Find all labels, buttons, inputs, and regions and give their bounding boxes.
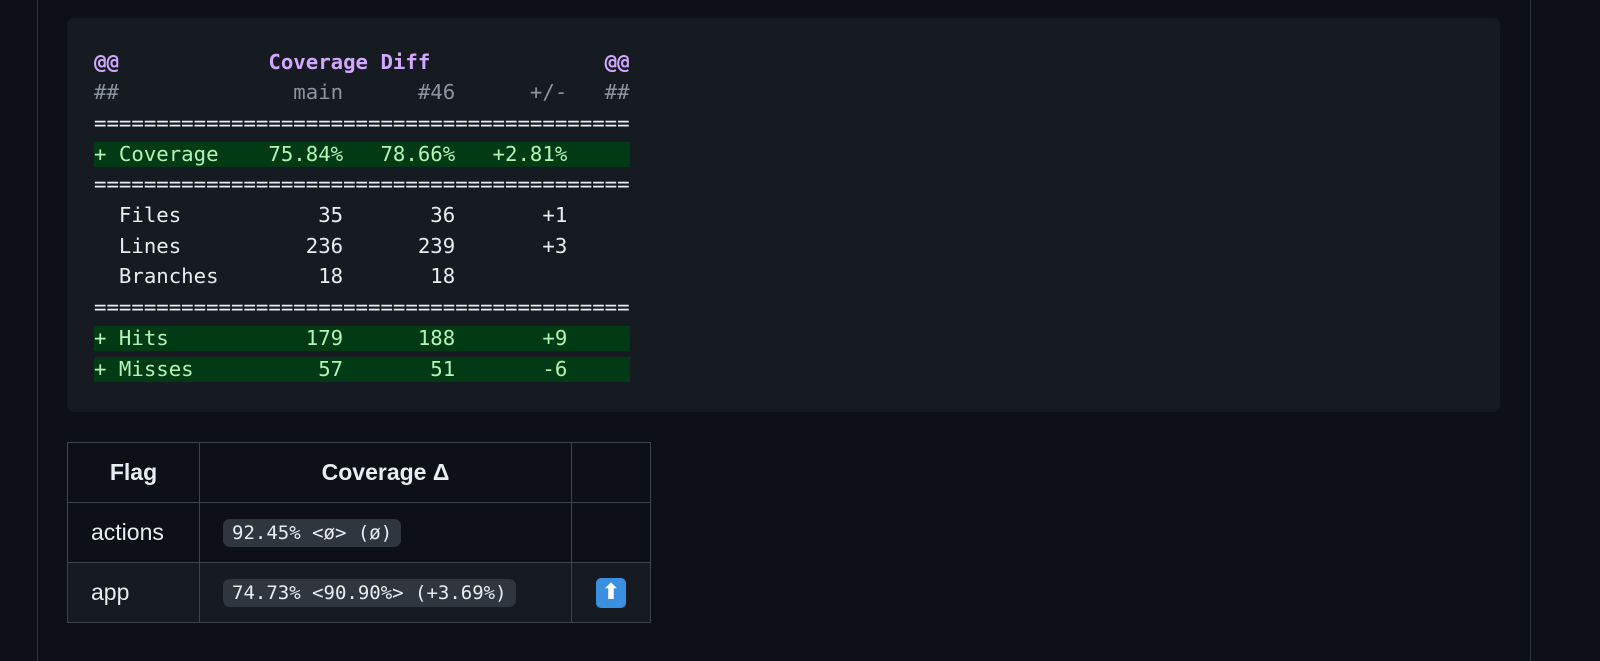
diff-line: @@ Coverage Diff @@ xyxy=(94,49,630,74)
coverage-cell: 92.45% <ø> (ø) xyxy=(199,502,572,563)
coverage-value: 92.45% <ø> (ø) xyxy=(223,519,402,547)
flags-table: Flag Coverage Δ actions 92.45% <ø> (ø) a… xyxy=(67,442,651,623)
header-row: Flag Coverage Δ xyxy=(67,442,651,503)
left-border xyxy=(37,0,38,661)
flag-name: app xyxy=(67,562,200,623)
diff-line: Branches 18 18 xyxy=(94,264,456,289)
trend-cell xyxy=(571,502,651,563)
header-cell: Flag xyxy=(67,442,200,503)
coverage-value: 74.73% <90.90%> (+3.69%) xyxy=(223,579,516,607)
diff-line: ========================================… xyxy=(94,110,630,135)
header-cell xyxy=(571,442,651,503)
coverage-diff-block: @@ Coverage Diff @@ ## main #46 +/- ## ===… xyxy=(67,18,1500,412)
right-border xyxy=(1530,0,1531,661)
trend-icon: ⬆ xyxy=(596,577,626,608)
diff-line: ========================================… xyxy=(94,295,630,320)
diff-line: ========================================… xyxy=(94,172,630,197)
diff-line: + Coverage 75.84% 78.66% +2.81% xyxy=(94,141,630,167)
diff-line: Files 35 36 +1 xyxy=(94,203,630,227)
diff-line: Lines 236 239 +3 xyxy=(94,233,630,258)
diff-line: + Misses 57 51 -6 xyxy=(94,356,630,382)
flag-row: actions 92.45% <ø> (ø) xyxy=(67,502,651,563)
diff-line: + Hits 179 188 +9 xyxy=(94,325,630,351)
header-cell: Coverage Δ xyxy=(199,442,572,503)
flag-row: app 74.73% <90.90%> (+3.69%) ⬆ xyxy=(67,562,651,623)
flag-name: actions xyxy=(67,502,200,563)
coverage-cell: 74.73% <90.90%> (+3.69%) xyxy=(199,562,572,623)
trend-cell: ⬆ xyxy=(571,562,651,623)
diff-line: ## main #46 +/- ## xyxy=(94,80,630,105)
